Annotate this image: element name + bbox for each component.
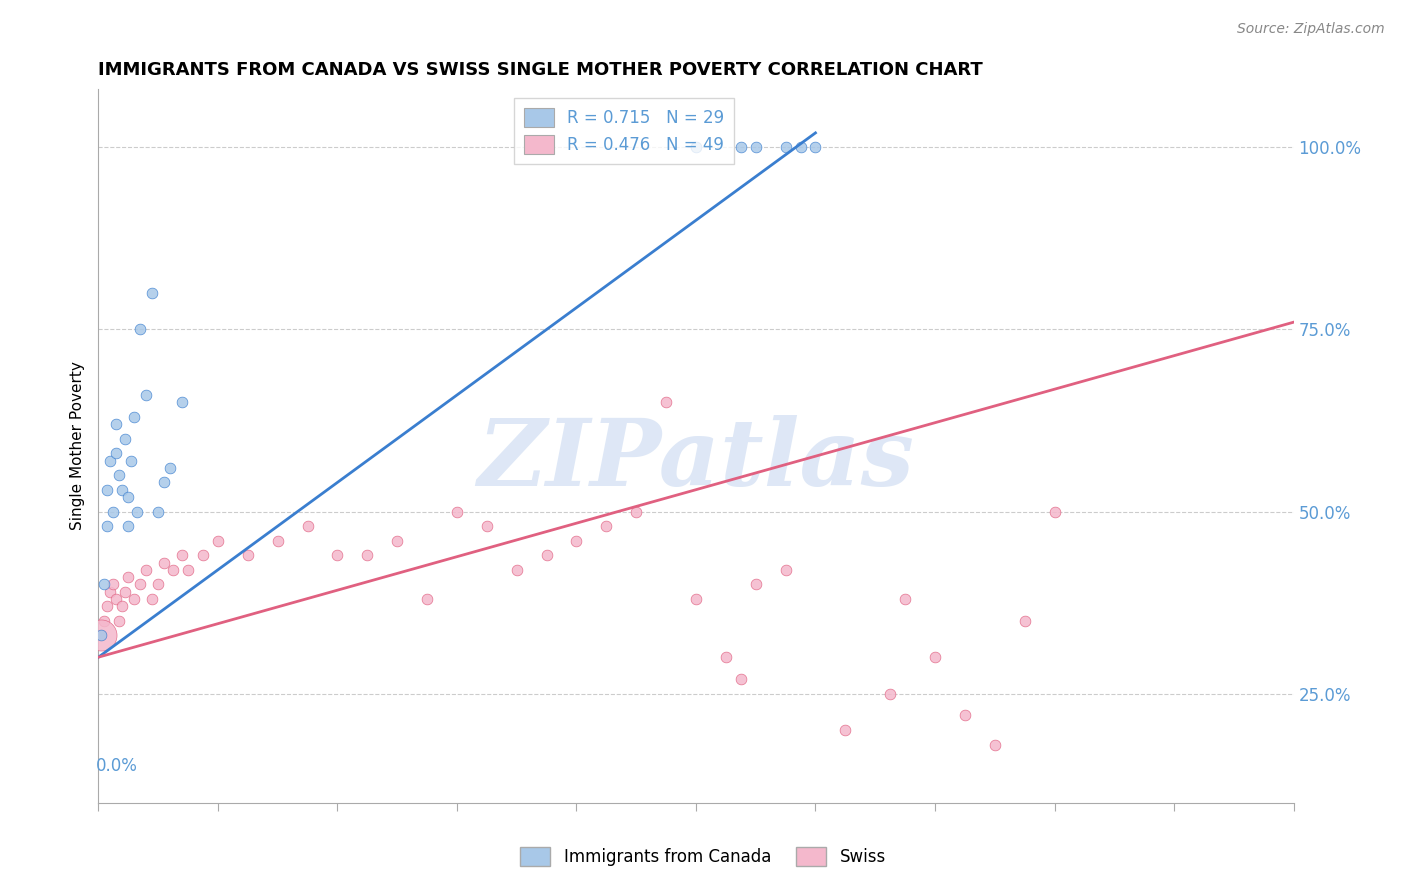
Point (105, 591, 128, 606)
Point (804, 140, 827, 154)
Point (103, 577, 125, 591)
Point (789, 140, 811, 154)
Y-axis label: Single Mother Poverty: Single Mother Poverty (70, 361, 86, 531)
Point (953, 708, 976, 723)
Point (745, 140, 768, 154)
Point (655, 395, 678, 409)
Point (297, 519, 319, 533)
Point (685, 591, 707, 606)
Point (536, 548, 558, 562)
Point (148, 577, 170, 591)
Point (714, 650, 737, 665)
Point (172, 395, 194, 409)
Point (446, 504, 468, 518)
Point (207, 533, 229, 548)
Point (124, 591, 146, 606)
Point (191, 548, 214, 562)
Point (326, 548, 349, 562)
Point (135, 388, 157, 402)
Point (745, 577, 768, 591)
Point (90, 628, 112, 642)
Point (103, 504, 125, 518)
Point (153, 475, 176, 490)
Point (385, 533, 409, 548)
Point (117, 570, 139, 584)
Text: 0.0%: 0.0% (96, 756, 138, 774)
Point (730, 140, 752, 154)
Legend: R = 0.715   N = 29, R = 0.476   N = 49: R = 0.715 N = 29, R = 0.476 N = 49 (515, 97, 734, 164)
Point (141, 591, 163, 606)
Point (356, 548, 378, 562)
Point (108, 614, 131, 628)
Point (105, 417, 128, 432)
Point (775, 563, 797, 577)
Point (114, 432, 136, 446)
Point (506, 563, 529, 577)
Point (108, 468, 131, 483)
Text: IMMIGRANTS FROM CANADA VS SWISS SINGLE MOTHER POVERTY CORRELATION CHART: IMMIGRANTS FROM CANADA VS SWISS SINGLE M… (98, 62, 983, 79)
Point (416, 591, 439, 606)
Point (1043, 504, 1066, 518)
Point (148, 504, 170, 518)
Point (159, 460, 181, 475)
Point (135, 563, 157, 577)
Point (730, 672, 752, 686)
Point (105, 446, 128, 460)
Point (924, 650, 946, 665)
Point (626, 504, 648, 518)
Point (127, 504, 149, 518)
Point (114, 584, 136, 599)
Point (93, 614, 115, 628)
Point (90, 628, 112, 642)
Point (129, 322, 152, 336)
Point (267, 533, 290, 548)
Point (984, 738, 1007, 752)
Point (96, 483, 118, 497)
Point (172, 548, 194, 562)
Point (153, 556, 176, 570)
Point (141, 286, 163, 301)
Point (98, 453, 122, 467)
Point (120, 453, 142, 467)
Point (90, 628, 112, 642)
Point (96, 599, 118, 614)
Point (111, 599, 134, 614)
Point (98, 584, 122, 599)
Point (96, 519, 118, 533)
Point (93, 577, 115, 591)
Text: Source: ZipAtlas.com: Source: ZipAtlas.com (1237, 22, 1385, 37)
Point (124, 409, 146, 424)
Point (475, 519, 498, 533)
Point (595, 519, 617, 533)
Point (879, 687, 901, 701)
Legend: Immigrants from Canada, Swiss: Immigrants from Canada, Swiss (512, 838, 894, 875)
Point (111, 483, 134, 497)
Point (834, 723, 856, 737)
Point (775, 140, 797, 154)
Point (177, 563, 200, 577)
Point (129, 577, 152, 591)
Point (1014, 614, 1036, 628)
Point (117, 519, 139, 533)
Point (565, 533, 588, 548)
Text: ZIPatlas: ZIPatlas (478, 416, 914, 505)
Point (685, 140, 707, 154)
Point (894, 591, 917, 606)
Point (117, 490, 139, 504)
Point (162, 563, 184, 577)
Point (236, 548, 259, 562)
